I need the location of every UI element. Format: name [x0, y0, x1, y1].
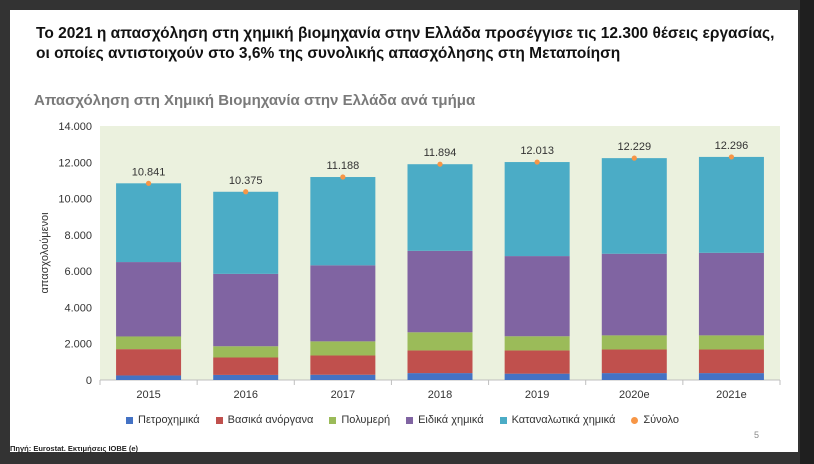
chart-legend: Πετροχημικά Βασικά ανόργανα Πολυμερή Ειδικά… — [126, 414, 679, 426]
bar-segment-poly — [310, 341, 376, 356]
bar-segment-poly — [601, 335, 667, 350]
stacked-bar-chart: 0 2.000 4.000 6.000 8.000 10.000 12.000 14.000 α… — [39, 121, 781, 401]
bar-segment-petro — [213, 374, 279, 380]
bar-segment-basic — [698, 349, 764, 374]
bar-segment-special — [116, 262, 182, 337]
legend-swatch — [126, 416, 133, 424]
legend-label: Ειδικά χημικά — [418, 414, 484, 426]
legend-swatch — [215, 416, 223, 424]
total-marker — [631, 155, 637, 161]
source-note: Πηγή: Eurostat. Εκτιμήσεις ΙΟΒΕ (e) — [10, 444, 139, 453]
slide: Το 2021 η απασχόληση στη χημική βιομηχαν… — [10, 10, 798, 453]
legend-label: Πολυμερή — [341, 414, 391, 426]
total-marker — [340, 174, 346, 180]
total-data-label: 12.013 — [520, 145, 554, 157]
total-marker — [534, 159, 540, 165]
bar-segment-petro — [698, 373, 764, 380]
bar-segment-basic — [310, 355, 376, 375]
x-tick-label: 2018 — [428, 389, 452, 401]
total-data-label: 10.375 — [229, 175, 263, 187]
total-data-label: 12.296 — [715, 140, 749, 152]
bar-segment-special — [504, 256, 570, 337]
legend-item: Βασικά ανόργανα — [215, 414, 314, 426]
y-tick-label: 2.000 — [64, 339, 92, 351]
bar-segment-poly — [407, 332, 473, 351]
bar-segment-basic — [116, 349, 182, 376]
total-marker — [145, 180, 152, 186]
bar-segment-petro — [407, 373, 473, 380]
legend-item: Σύνολο — [631, 414, 679, 426]
slide-headline: Το 2021 η απασχόληση στη χημική βιομηχαν… — [36, 25, 775, 62]
bar-segment-special — [601, 253, 667, 336]
bar-segment-consumer — [213, 191, 279, 274]
legend-label: Βασικά ανόργανα — [227, 414, 314, 426]
right-edge-bar — [800, 0, 814, 464]
y-tick-label: 6.000 — [64, 266, 92, 278]
bar-segment-special — [310, 265, 376, 342]
bar-segment-poly — [698, 335, 764, 350]
legend-item: Πολυμερή — [329, 414, 390, 426]
bar-segment-consumer — [310, 177, 376, 266]
legend-swatch — [631, 416, 639, 424]
bar-segment-poly — [116, 336, 182, 350]
bar-segment-consumer — [504, 162, 570, 257]
x-tick-label: 2017 — [331, 389, 355, 401]
y-tick-label: 8.000 — [64, 230, 92, 242]
x-tick-label: 2021e — [716, 389, 747, 401]
total-data-label: 11.894 — [424, 147, 457, 159]
bar-segment-petro — [601, 373, 667, 380]
bar-segment-basic — [504, 350, 570, 374]
bar-segment-consumer — [407, 164, 473, 251]
bar-segment-basic — [213, 357, 279, 375]
legend-item: Καταναλωτικά χημικά — [499, 414, 616, 426]
legend-item: Ειδικά χημικά — [406, 414, 484, 426]
legend-label: Σύνολο — [643, 414, 680, 426]
y-tick-label: 14.000 — [58, 121, 92, 133]
bar-segment-special — [698, 252, 764, 336]
bar-segment-consumer — [601, 158, 667, 254]
total-marker — [437, 161, 443, 167]
bar-segment-poly — [504, 336, 570, 351]
y-tick-label: 4.000 — [64, 302, 92, 314]
bar-segment-basic — [407, 350, 473, 374]
bar-segment-basic — [601, 349, 667, 374]
total-data-label: 12.229 — [617, 141, 651, 153]
total-marker — [243, 189, 249, 195]
bar-segment-petro — [310, 374, 376, 380]
bar-segment-special — [407, 250, 473, 333]
y-tick-label: 10.000 — [58, 194, 92, 206]
total-marker — [728, 154, 735, 160]
legend-item: Πετροχημικά — [126, 414, 200, 426]
bar-segment-special — [213, 273, 279, 347]
bar-segment-consumer — [116, 183, 182, 263]
total-data-label: 10.841 — [132, 166, 166, 178]
legend-label: Καταναλωτικά χημικά — [511, 414, 616, 426]
bar-segment-petro — [116, 375, 182, 380]
x-tick-label: 2020e — [619, 389, 650, 401]
bar-segment-petro — [504, 373, 570, 380]
y-tick-label: 0 — [86, 375, 92, 387]
x-tick-label: 2015 — [136, 389, 160, 401]
bar-segment-poly — [213, 346, 279, 358]
y-tick-label: 12.000 — [58, 157, 92, 169]
y-axis-title: απασχολούμενοι — [39, 212, 51, 294]
legend-swatch — [406, 416, 414, 424]
page-number: 5 — [754, 430, 760, 440]
legend-swatch — [329, 416, 337, 424]
x-tick-label: 2019 — [525, 389, 549, 401]
bar-segment-consumer — [698, 156, 764, 253]
x-tick-label: 2016 — [233, 389, 257, 401]
legend-label: Πετροχημικά — [138, 414, 200, 426]
legend-swatch — [499, 416, 507, 424]
total-data-label: 11.188 — [326, 160, 359, 172]
chart-title: Απασχόληση στη Χημική Βιομηχανία στην Ελ… — [34, 92, 476, 109]
